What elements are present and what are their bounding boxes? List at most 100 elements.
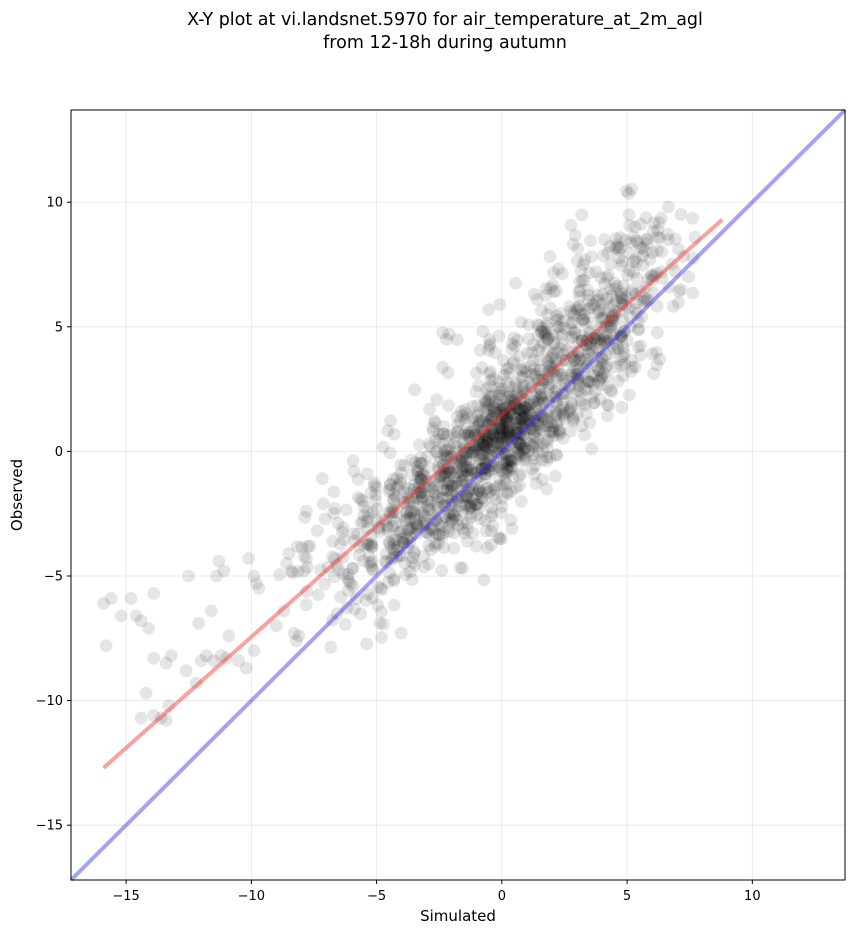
scatter-point	[451, 425, 465, 439]
scatter-point	[439, 443, 452, 457]
scatter-point	[565, 399, 579, 413]
scatter-point	[387, 537, 401, 551]
scatter-point	[447, 526, 461, 540]
scatter-point	[522, 398, 536, 412]
scatter-point	[456, 466, 469, 480]
scatter-point	[404, 507, 417, 521]
scatter-point	[404, 511, 417, 525]
scatter-point	[391, 539, 404, 553]
scatter-point	[423, 523, 437, 536]
scatter-point	[408, 506, 421, 520]
scatter-point	[410, 460, 424, 474]
scatter-point	[456, 453, 470, 466]
scatter-point	[483, 398, 496, 411]
scatter-point	[493, 406, 506, 419]
scatter-point	[686, 251, 700, 265]
scatter-point	[509, 426, 523, 440]
scatter-point	[387, 472, 400, 486]
scatter-point	[405, 521, 419, 535]
scatter-point	[365, 540, 379, 554]
scatter-point	[647, 216, 661, 230]
scatter-point	[414, 451, 428, 464]
scatter-point	[516, 386, 530, 400]
scatter-point	[596, 357, 610, 371]
scatter-point	[550, 415, 564, 429]
scatter-point	[567, 386, 581, 400]
scatter-point	[545, 351, 559, 365]
scatter-point	[642, 272, 655, 286]
scatter-point	[447, 509, 461, 523]
scatter-point	[384, 414, 397, 428]
scatter-point	[651, 223, 665, 237]
scatter-point	[199, 649, 213, 663]
scatter-point	[603, 314, 617, 327]
scatter-point	[594, 333, 608, 347]
scatter-point	[451, 425, 464, 439]
scatter-point	[509, 481, 523, 494]
scatter-point	[650, 326, 664, 340]
scatter-point	[507, 394, 521, 408]
scatter-point	[672, 242, 685, 256]
scatter-point	[581, 283, 595, 297]
scatter-point	[568, 325, 582, 339]
scatter-point	[415, 457, 429, 470]
scatter-point	[682, 270, 696, 284]
scatter-point	[327, 570, 341, 584]
scatter-point	[547, 347, 561, 360]
scatter-point	[609, 360, 623, 374]
scatter-point	[646, 246, 659, 259]
scatter-point	[336, 550, 350, 564]
scatter-point	[509, 401, 523, 415]
scatter-point	[661, 227, 675, 241]
scatter-point	[526, 448, 540, 462]
scatter-point	[602, 399, 616, 412]
scatter-point	[530, 293, 544, 306]
scatter-point	[552, 312, 565, 326]
scatter-point	[505, 390, 519, 404]
scatter-point	[448, 496, 462, 509]
scatter-point	[382, 484, 396, 498]
scatter-point	[613, 353, 627, 367]
scatter-point	[549, 313, 563, 327]
scatter-point	[475, 424, 488, 438]
scatter-point	[445, 507, 459, 521]
scatter-point	[519, 386, 532, 399]
scatter-point	[164, 649, 178, 663]
scatter-point	[430, 478, 443, 492]
scatter-point	[483, 464, 497, 478]
scatter-point	[373, 616, 387, 630]
scatter-point	[594, 371, 608, 384]
scatter-point	[474, 463, 488, 476]
scatter-point	[578, 253, 592, 267]
scatter-point	[468, 421, 482, 434]
scatter-point	[417, 516, 431, 530]
scatter-point	[610, 279, 624, 293]
scatter-point	[525, 368, 539, 381]
scatter-point	[634, 339, 648, 353]
scatter-point	[459, 491, 473, 505]
scatter-point	[361, 587, 375, 601]
scatter-point	[420, 526, 433, 539]
scatter-point	[456, 561, 469, 575]
scatter-point	[470, 497, 484, 511]
scatter-point	[584, 335, 597, 349]
scatter-point	[552, 423, 566, 437]
scatter-point	[573, 290, 586, 304]
scatter-point	[604, 384, 618, 397]
scatter-point	[506, 406, 520, 420]
scatter-point	[479, 468, 492, 481]
scatter-point	[471, 406, 485, 420]
scatter-point	[360, 467, 374, 481]
scatter-point	[385, 553, 398, 566]
scatter-point	[443, 497, 456, 511]
scatter-point	[506, 400, 520, 414]
scatter-point	[647, 269, 661, 283]
scatter-point	[104, 592, 118, 605]
scatter-point	[444, 465, 458, 479]
scatter-point	[486, 519, 500, 533]
scatter-point	[441, 463, 455, 477]
scatter-point	[422, 503, 436, 516]
scatter-point	[541, 419, 554, 433]
scatter-point	[479, 471, 493, 485]
scatter-point	[646, 286, 660, 300]
